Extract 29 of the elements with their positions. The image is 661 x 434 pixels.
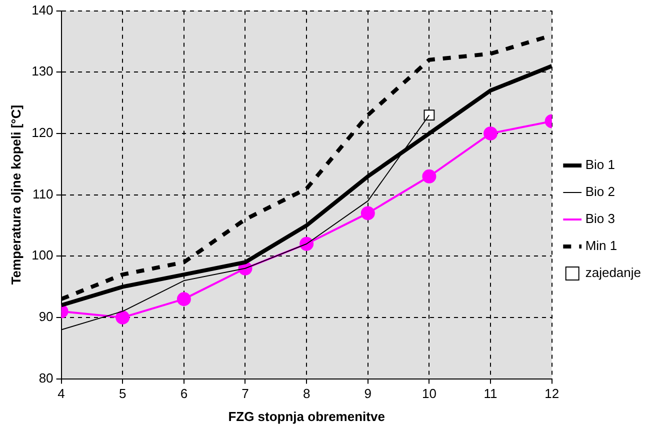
y-tick-label: 130 [32, 64, 54, 79]
x-axis-title: FZG stopnja obremenitve [228, 408, 385, 424]
x-tick-label: 11 [484, 386, 498, 402]
point [422, 169, 436, 184]
y-tick-label: 140 [32, 2, 54, 18]
x-tick-label: 8 [302, 386, 310, 402]
y-tick-label: 90 [38, 309, 54, 324]
x-tick-label: 7 [242, 386, 249, 402]
point [484, 126, 498, 140]
x-tick-label: 6 [180, 386, 188, 402]
point [360, 206, 375, 220]
y-tick-label: 100 [32, 248, 54, 263]
y-axis-title: Temperatura oljne kopeli [°C] [8, 104, 24, 285]
x-tick-label: 5 [118, 386, 126, 402]
x-tick-label: 10 [422, 386, 436, 402]
legend-label: Bio 2 [585, 184, 615, 200]
legend-label: Bio 3 [585, 211, 615, 226]
y-tick-label: 110 [32, 186, 54, 202]
point [176, 292, 191, 306]
y-tick-label: 80 [38, 370, 54, 386]
legend-label: Bio 1 [585, 157, 615, 172]
x-tick-label: 12 [544, 386, 560, 402]
x-tick-label: 4 [58, 386, 65, 402]
point [116, 310, 130, 324]
legend-label: Min 1 [585, 238, 618, 254]
x-tick-label: 9 [364, 386, 372, 402]
y-tick-label: 120 [32, 125, 54, 140]
point [424, 110, 435, 121]
legend-label: zajedanje [585, 265, 641, 280]
